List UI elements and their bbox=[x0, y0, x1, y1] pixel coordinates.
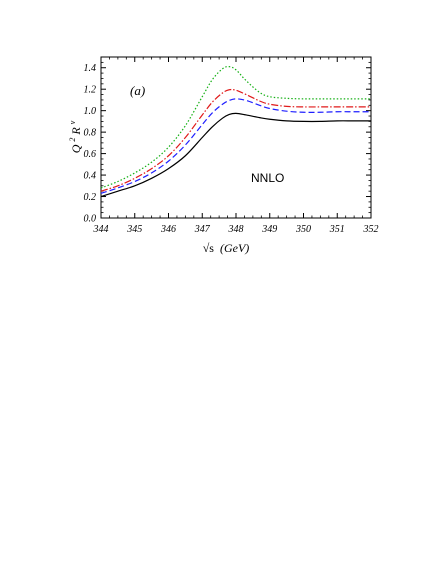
series-line-1 bbox=[100, 112, 371, 198]
y-tick-label: 0.6 bbox=[84, 149, 97, 160]
y-axis-label: Q 2 R v bbox=[64, 120, 83, 153]
x-tick-label: 351 bbox=[329, 224, 345, 235]
x-tick-label: 350 bbox=[295, 224, 311, 235]
plot-frame bbox=[100, 56, 372, 219]
y-tick-label: 1.2 bbox=[84, 85, 97, 96]
curves-layer bbox=[100, 66, 371, 198]
x-tick-label: 347 bbox=[194, 224, 211, 235]
x-tick-label: 349 bbox=[261, 224, 277, 235]
tick-labels-layer: 344 345 346 347 348 349 350 351 352 0.0 0.2 0.4 0.6 0… bbox=[84, 63, 379, 235]
panel-label: (a) bbox=[130, 83, 145, 98]
y-axis-label-sup2: v bbox=[68, 120, 77, 124]
y-axis-label-sup1: 2 bbox=[68, 138, 77, 142]
y-tick-label: 0.0 bbox=[84, 214, 97, 225]
y-tick-label: 0.2 bbox=[84, 192, 97, 203]
x-axis-label: √s (GeV) bbox=[203, 241, 250, 255]
y-tick-label: 1.0 bbox=[84, 106, 97, 117]
ticks-layer bbox=[100, 57, 372, 219]
x-tick-label: 348 bbox=[228, 224, 244, 235]
y-axis-label-r: R bbox=[69, 127, 83, 136]
nnlo-annotation: NNLO bbox=[251, 171, 284, 185]
x-axis-label-unit: (GeV) bbox=[220, 241, 249, 255]
x-tick-label: 344 bbox=[93, 224, 109, 235]
series-line-3 bbox=[100, 88, 371, 192]
x-tick-label: 352 bbox=[363, 224, 379, 235]
x-axis-label-var: √s bbox=[203, 241, 215, 255]
series-line-2 bbox=[100, 98, 371, 194]
x-tick-label: 346 bbox=[160, 224, 176, 235]
series-line-4 bbox=[100, 66, 371, 189]
y-tick-label: 0.8 bbox=[84, 128, 97, 139]
y-tick-label: 1.4 bbox=[84, 63, 97, 74]
y-tick-label: 0.4 bbox=[84, 171, 97, 182]
x-tick-label: 345 bbox=[126, 224, 142, 235]
y-axis-label-q: Q bbox=[69, 144, 83, 153]
